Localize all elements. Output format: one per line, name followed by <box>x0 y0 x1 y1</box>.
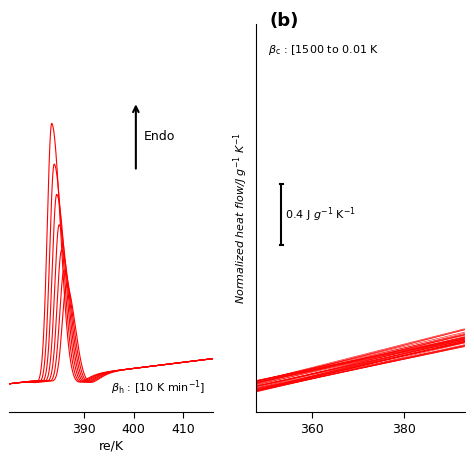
Text: Endo: Endo <box>144 130 175 143</box>
X-axis label: re/K: re/K <box>99 440 124 453</box>
Text: $\beta_{\rm c}$ : [1500 to 0.01 K: $\beta_{\rm c}$ : [1500 to 0.01 K <box>268 43 380 57</box>
Text: $\beta_{\rm h}$ : [10 K min$^{-1}$]: $\beta_{\rm h}$ : [10 K min$^{-1}$] <box>111 378 206 397</box>
Text: 0.4 J $g^{-1}$ K$^{-1}$: 0.4 J $g^{-1}$ K$^{-1}$ <box>285 205 356 224</box>
Y-axis label: Normalized heat flow/J $g^{-1}$ K$^{-1}$: Normalized heat flow/J $g^{-1}$ K$^{-1}$ <box>232 132 250 304</box>
Text: (b): (b) <box>270 12 299 30</box>
